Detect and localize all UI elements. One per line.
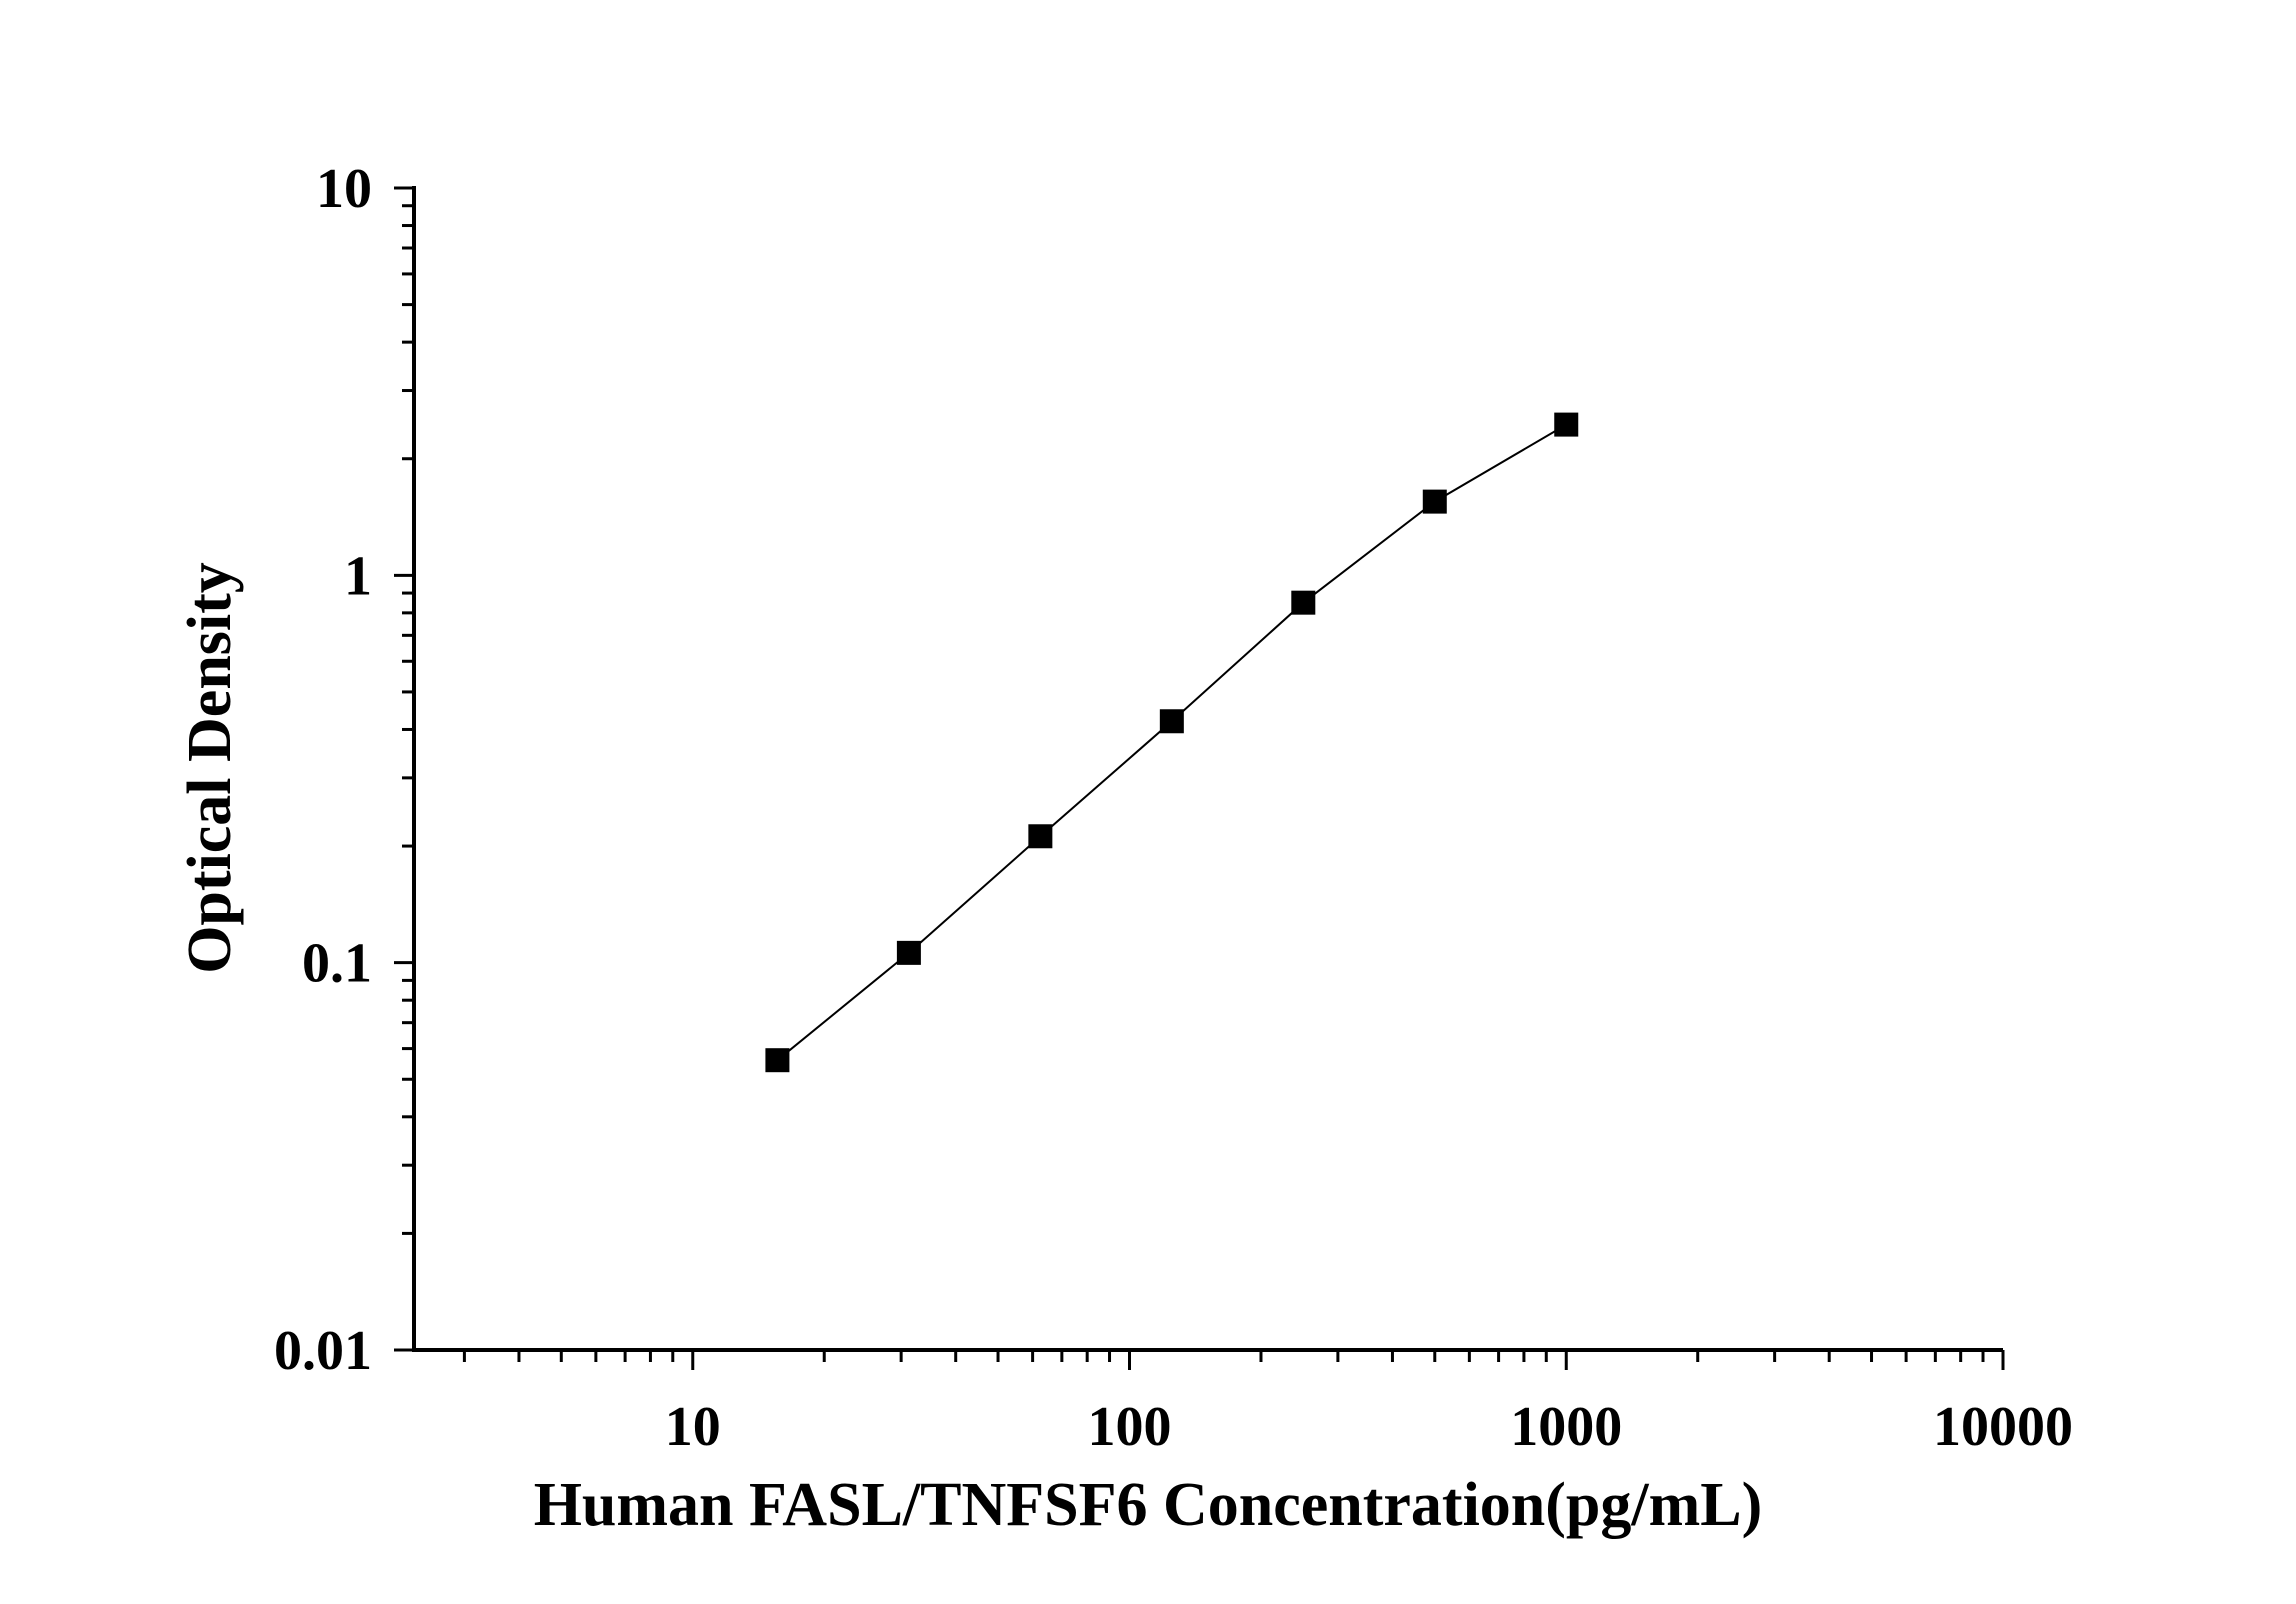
y-axis-title: Optical Density [176,562,244,974]
data-point [765,1048,790,1073]
data-point [1159,709,1184,734]
plot-area [765,412,1579,1073]
data-point [1291,590,1316,615]
x-tick-label: 10000 [1933,1396,2073,1458]
x-axis-title: Human FASL/TNFSF6 Concentration(pg/mL) [534,1471,1763,1539]
series-lines [776,423,1567,1061]
y-tick-label: 0.01 [274,1320,372,1382]
y-tick-label: 1 [344,545,372,607]
y-axis-tick-labels: 0.01 0.1 1 10 [274,158,372,1382]
y-axis-ticks [394,186,414,1352]
data-point [896,940,921,965]
data-point [1422,489,1447,514]
data-point [1554,412,1579,437]
x-tick-label: 10 [665,1396,721,1458]
x-tick-label: 1000 [1510,1396,1622,1458]
y-tick-label: 0.1 [302,933,372,995]
x-tick-label: 100 [1088,1396,1172,1458]
y-tick-label: 10 [316,158,372,220]
x-axis-ticks [462,1350,2005,1370]
series-points [765,412,1579,1073]
series-line [776,423,1567,1061]
data-point [1028,824,1053,849]
axes [412,186,2003,1352]
x-axis-tick-labels: 10 100 1000 10000 [665,1396,2073,1458]
